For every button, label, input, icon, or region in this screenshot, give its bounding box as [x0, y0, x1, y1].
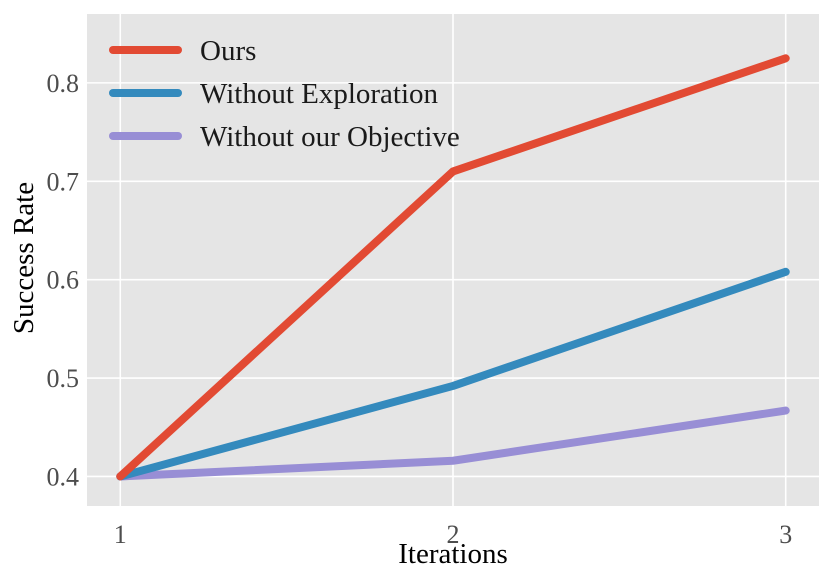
series-line-without-exploration	[116, 267, 790, 481]
x-tick-label: 3	[779, 520, 792, 549]
y-tick-label: 0.4	[47, 462, 80, 491]
x-axis-label: Iterations	[398, 538, 508, 570]
legend-label-ours: Ours	[200, 35, 256, 67]
y-tick-labels: 0.4 0.5 0.6 0.7 0.8	[47, 69, 80, 492]
y-axis-label: Success Rate	[8, 182, 40, 334]
y-tick-label: 0.7	[47, 167, 80, 196]
y-tick-label: 0.6	[47, 266, 80, 295]
legend-label-without-our-objective: Without our Objective	[200, 121, 460, 153]
series-lines	[116, 54, 790, 481]
y-tick-label: 0.5	[47, 364, 80, 393]
legend-label-without-exploration: Without Exploration	[200, 78, 439, 110]
series-line-without-our-objective	[116, 406, 790, 481]
series-line-ours	[116, 54, 790, 481]
grid-lines	[87, 14, 819, 506]
x-tick-label: 2	[447, 520, 460, 549]
legend: Ours Without Exploration Without our Objec…	[109, 35, 460, 153]
x-tick-label: 1	[114, 520, 127, 549]
y-tick-label: 0.8	[47, 69, 80, 98]
x-tick-labels: 1 2 3	[114, 520, 792, 549]
